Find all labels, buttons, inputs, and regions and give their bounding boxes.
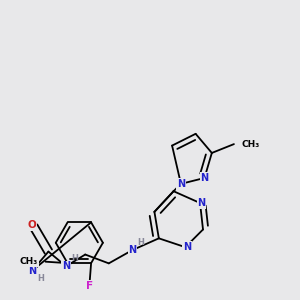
Text: H: H — [37, 274, 44, 283]
Text: CH₃: CH₃ — [241, 140, 260, 148]
Text: N: N — [200, 173, 208, 183]
Text: N: N — [197, 198, 206, 208]
Text: N: N — [28, 266, 36, 276]
Text: O: O — [28, 220, 37, 230]
Text: N: N — [128, 245, 136, 255]
Text: F: F — [86, 281, 93, 291]
Text: N: N — [62, 261, 70, 271]
Text: CH₃: CH₃ — [20, 257, 38, 266]
Text: H: H — [137, 238, 144, 247]
Text: N: N — [183, 242, 191, 252]
Text: H: H — [71, 254, 78, 263]
Text: N: N — [177, 179, 185, 189]
